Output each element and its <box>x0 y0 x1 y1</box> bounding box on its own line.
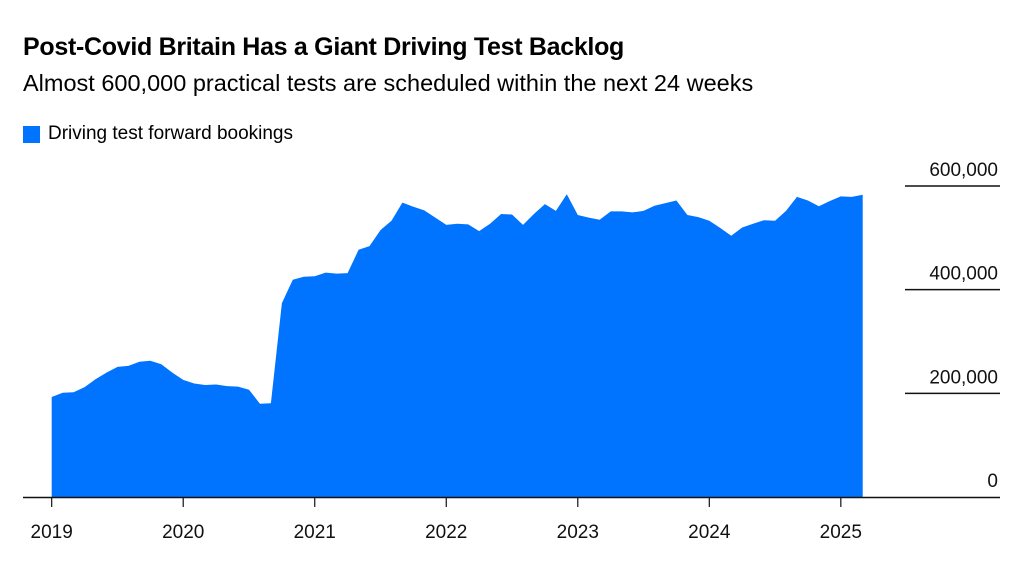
legend-swatch <box>23 125 40 143</box>
y-tick-label: 600,000 <box>929 160 998 181</box>
x-tick-label: 2025 <box>820 522 862 543</box>
x-tick-label: 2024 <box>688 522 731 543</box>
legend-label: Driving test forward bookings <box>48 123 293 144</box>
y-tick-label: 400,000 <box>929 264 998 285</box>
x-tick-label: 2019 <box>31 522 73 543</box>
x-tick-label: 2020 <box>162 522 204 543</box>
x-tick-label: 2022 <box>425 522 467 543</box>
y-tick-label: 0 <box>987 471 998 492</box>
y-tick-label: 200,000 <box>929 367 998 388</box>
x-tick-label: 2023 <box>557 522 599 543</box>
legend: Driving test forward bookings <box>23 123 293 145</box>
chart-subtitle: Almost 600,000 practical tests are sched… <box>23 70 754 96</box>
x-tick-label: 2021 <box>294 522 336 543</box>
chart-title: Post-Covid Britain Has a Giant Driving T… <box>23 33 625 61</box>
series-area-driving-test-forward-bookings <box>51 194 863 498</box>
